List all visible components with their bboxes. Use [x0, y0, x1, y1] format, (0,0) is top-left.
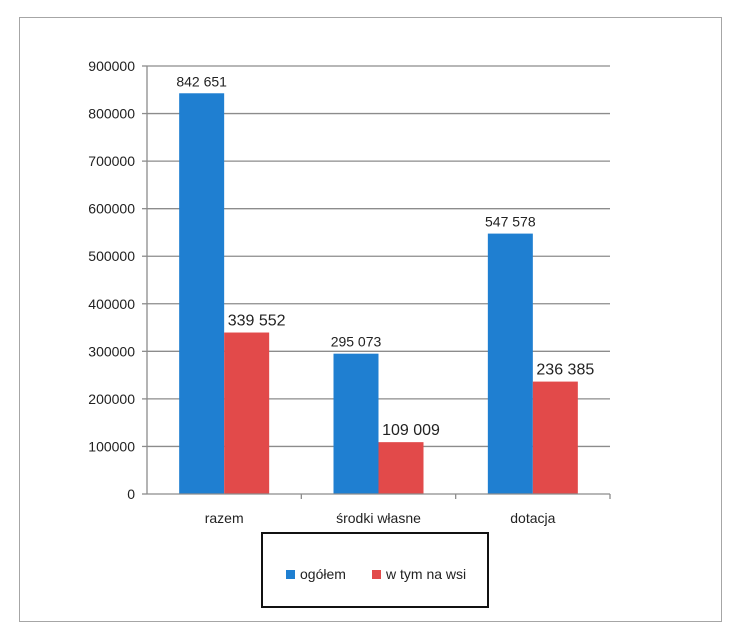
data-label: 842 651 [176, 73, 227, 89]
y-tick-label: 700000 [88, 153, 135, 169]
legend-label-w-tym-na-wsi: w tym na wsi [386, 566, 467, 582]
bar-ogolem [333, 353, 379, 494]
data-label: 339 552 [228, 313, 286, 330]
category-label: razem [205, 510, 244, 526]
bars [179, 93, 578, 494]
data-labels: 842 651 339 552 295 073 109 009 547 578 236 3… [176, 73, 594, 439]
bar-ogolem [179, 93, 225, 494]
y-tick-label: 400000 [88, 296, 135, 312]
y-tick-label: 100000 [88, 438, 135, 454]
y-tick-label: 0 [127, 486, 135, 502]
y-tick-label: 300000 [88, 343, 135, 359]
bar-w-tym-na-wsi [532, 381, 578, 494]
y-tick-label: 500000 [88, 248, 135, 264]
bar-w-tym-na-wsi [378, 442, 424, 494]
legend-item-ogolem: ogółem [286, 566, 346, 582]
data-label: 547 578 [485, 214, 536, 230]
x-axis: razem środki własne dotacja [147, 493, 611, 526]
legend-item-w-tym-na-wsi: w tym na wsi [372, 566, 466, 582]
y-tick-label: 200000 [88, 391, 135, 407]
legend-swatch-ogolem [286, 569, 295, 579]
category-label: środki własne [336, 510, 421, 526]
bar-w-tym-na-wsi [224, 332, 270, 494]
data-label: 236 385 [536, 362, 594, 379]
data-label: 109 009 [382, 422, 440, 439]
y-tick-label: 800000 [88, 106, 135, 122]
legend-label-ogolem: ogółem [300, 566, 346, 582]
bar-ogolem [487, 233, 533, 494]
y-tick-label: 900000 [88, 58, 135, 74]
category-label: dotacja [510, 510, 555, 526]
legend-swatch-w-tym-na-wsi [372, 569, 381, 579]
data-label: 295 073 [331, 334, 382, 350]
y-axis: 0 100000 200000 300000 400000 500000 600000 700… [88, 58, 148, 502]
chart-frame [19, 17, 722, 622]
y-tick-label: 600000 [88, 201, 135, 217]
legend: ogółem w tym na wsi [261, 532, 489, 608]
